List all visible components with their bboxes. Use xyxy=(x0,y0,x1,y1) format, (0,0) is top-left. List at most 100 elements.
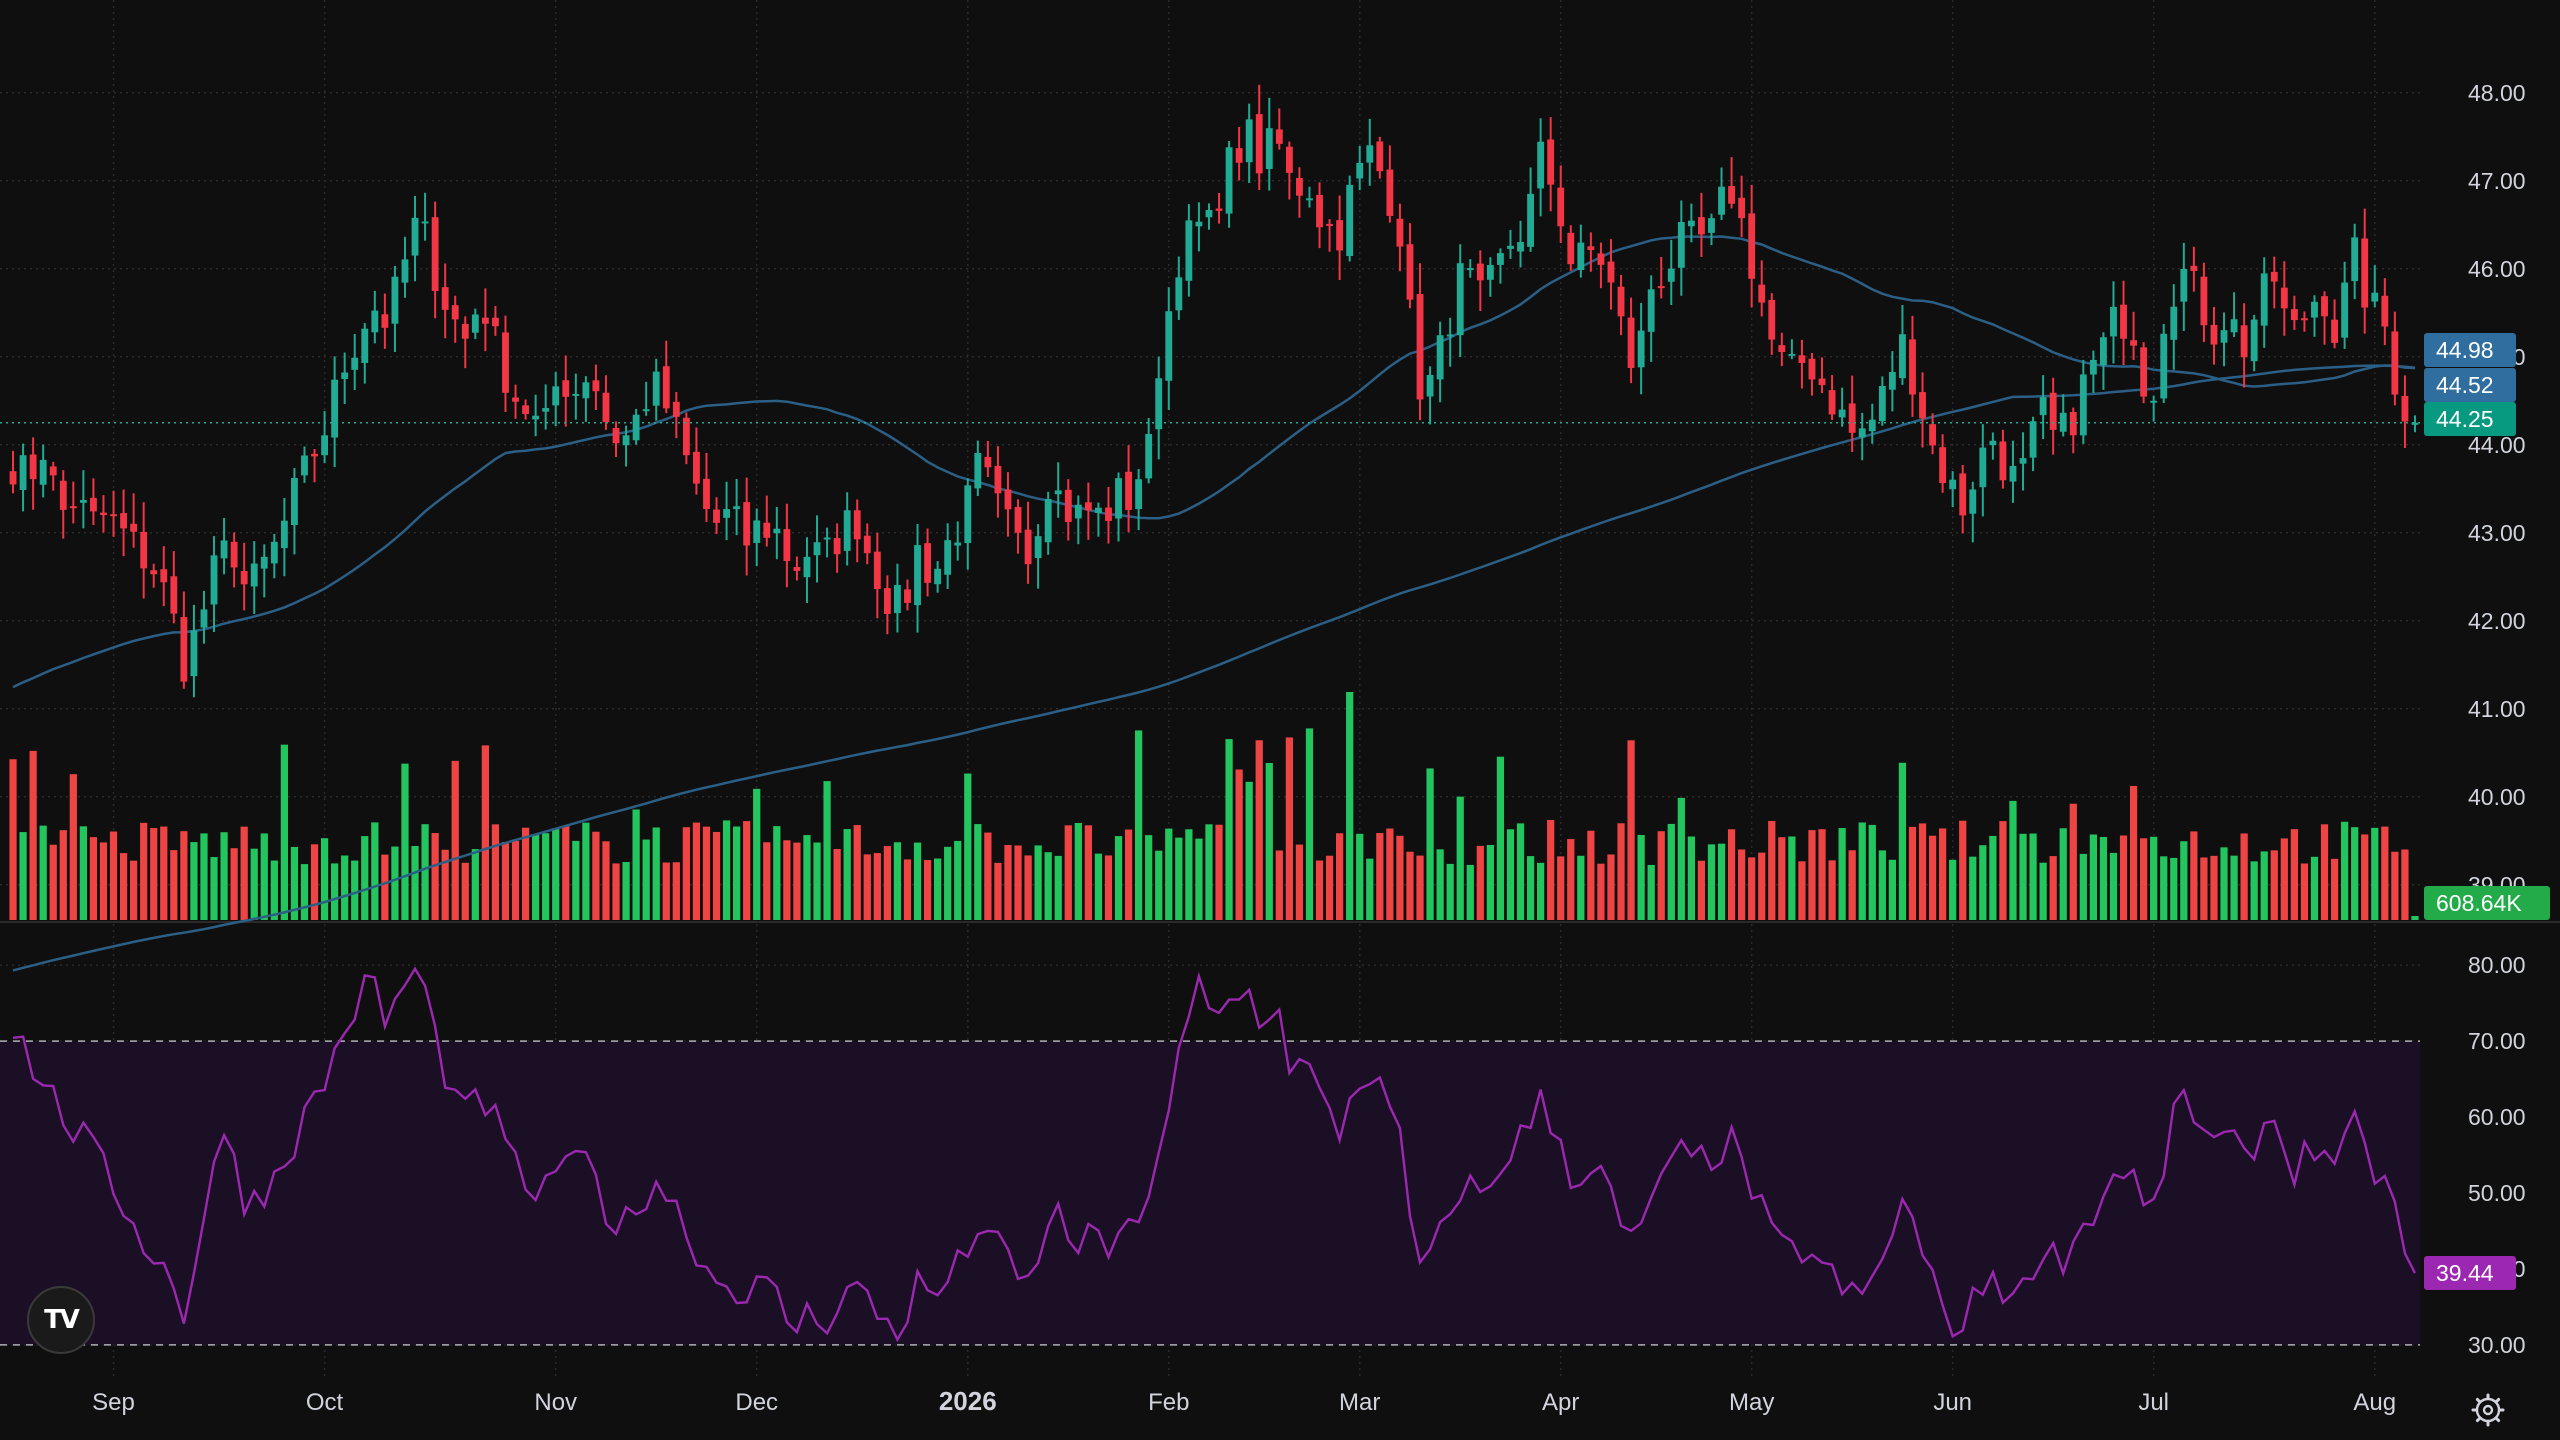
volume-bar xyxy=(2099,836,2108,920)
volume-bar xyxy=(1295,844,1304,920)
volume-bar xyxy=(371,822,379,920)
candle-body xyxy=(180,617,188,682)
volume-bar xyxy=(1778,837,1786,920)
candles xyxy=(0,84,2420,698)
volume-bar xyxy=(1114,836,1123,920)
volume-bar xyxy=(1315,860,1324,920)
tradingview-logo-icon[interactable]: TV xyxy=(27,1286,95,1354)
candle-body xyxy=(2230,319,2238,333)
candle-body xyxy=(1497,253,1504,265)
time-tick-label: 2026 xyxy=(939,1386,997,1416)
volume-bar xyxy=(1717,843,1726,920)
volume-bar xyxy=(2029,833,2037,920)
candle-body xyxy=(652,371,660,406)
volume-bar xyxy=(341,855,349,920)
volume-bar xyxy=(1627,740,1635,920)
volume-bar xyxy=(903,859,912,920)
volume-bar xyxy=(1637,835,1645,920)
candle-body xyxy=(120,513,127,529)
candle-body xyxy=(934,568,942,585)
candle-body xyxy=(1456,263,1464,336)
candle-body xyxy=(190,630,198,677)
volume-bar xyxy=(1818,829,1826,920)
candle-body xyxy=(904,589,911,603)
volume-bar xyxy=(320,838,329,920)
volume-bar xyxy=(1336,833,1344,920)
volume-bar xyxy=(1547,820,1555,920)
volume-bar xyxy=(2250,861,2258,920)
candle-body xyxy=(1728,186,1735,204)
candle-body xyxy=(1919,392,1926,419)
candle-body xyxy=(1708,218,1715,233)
candle-body xyxy=(2019,458,2027,464)
candle-body xyxy=(2301,318,2308,321)
volume-bar xyxy=(783,840,791,920)
candle-body xyxy=(1647,289,1655,332)
volume-bar xyxy=(2129,785,2138,920)
candle-body xyxy=(2059,412,2067,432)
candle-body xyxy=(954,542,962,546)
volume-bar xyxy=(1677,797,1685,920)
rsi-line xyxy=(12,966,2417,1343)
volume-bar xyxy=(994,862,1002,920)
candle-body xyxy=(1275,129,1283,144)
volume-bar xyxy=(411,846,419,920)
candle-body xyxy=(29,454,37,480)
price-axis[interactable]: 48.0047.0046.0045.0044.0043.0042.0041.00… xyxy=(2468,80,2526,898)
volume-bar xyxy=(130,860,138,920)
candle-body xyxy=(250,563,258,587)
volume-bar xyxy=(1275,850,1283,920)
candle-body xyxy=(2160,333,2168,399)
volume-bar xyxy=(119,853,128,920)
volume-bar xyxy=(2200,857,2208,920)
volume-bar xyxy=(2310,856,2319,920)
volume-bar xyxy=(2160,856,2168,920)
volume-bar xyxy=(140,822,148,920)
gear-icon[interactable] xyxy=(2470,1392,2506,1428)
volume-bar xyxy=(491,824,500,920)
candle-body xyxy=(2170,306,2178,340)
candle-body xyxy=(2280,287,2288,309)
candle-body xyxy=(1738,197,1746,219)
volume-bar xyxy=(843,829,851,920)
candle-body xyxy=(2140,347,2148,397)
volume-bar xyxy=(89,837,98,920)
time-tick-label: Apr xyxy=(1542,1389,1579,1416)
candle-body xyxy=(883,588,891,615)
candle-body xyxy=(291,477,298,526)
volume-bar xyxy=(2079,853,2087,920)
volume-bar xyxy=(1486,844,1494,920)
volume-bar xyxy=(1426,768,1434,920)
volume-bar xyxy=(2300,863,2309,920)
volume-bar xyxy=(1928,835,1937,920)
candle-body xyxy=(270,541,278,564)
volume-bar xyxy=(1185,829,1193,920)
candle-body xyxy=(1698,217,1705,235)
volume-bar xyxy=(79,826,87,920)
candle-body xyxy=(642,409,650,412)
candle-body xyxy=(69,506,77,509)
candle-body xyxy=(602,392,610,423)
candle-body xyxy=(2240,325,2248,358)
volume-bar xyxy=(1738,849,1746,920)
volume-bar xyxy=(773,826,781,920)
volume-bar xyxy=(471,849,479,920)
candle-body xyxy=(351,357,359,370)
candle-body xyxy=(1979,447,1987,488)
volume-bar xyxy=(1155,850,1163,920)
price-tick-label: 42.00 xyxy=(2468,608,2526,634)
volume-bar xyxy=(1094,853,1103,920)
candle-body xyxy=(1677,222,1685,268)
candle-body xyxy=(622,435,630,446)
candle-body xyxy=(1999,441,2007,481)
volume-bar xyxy=(1898,762,1907,920)
volume-bar xyxy=(1406,851,1414,920)
candle-body xyxy=(833,538,841,555)
candle-body xyxy=(1959,473,1967,516)
volume-bar xyxy=(280,744,288,920)
candle-body xyxy=(431,217,439,291)
time-axis[interactable]: Sep Oct Nov Dec 2026 Feb Mar Apr May Jun Jul Aug xyxy=(92,1386,2396,1416)
